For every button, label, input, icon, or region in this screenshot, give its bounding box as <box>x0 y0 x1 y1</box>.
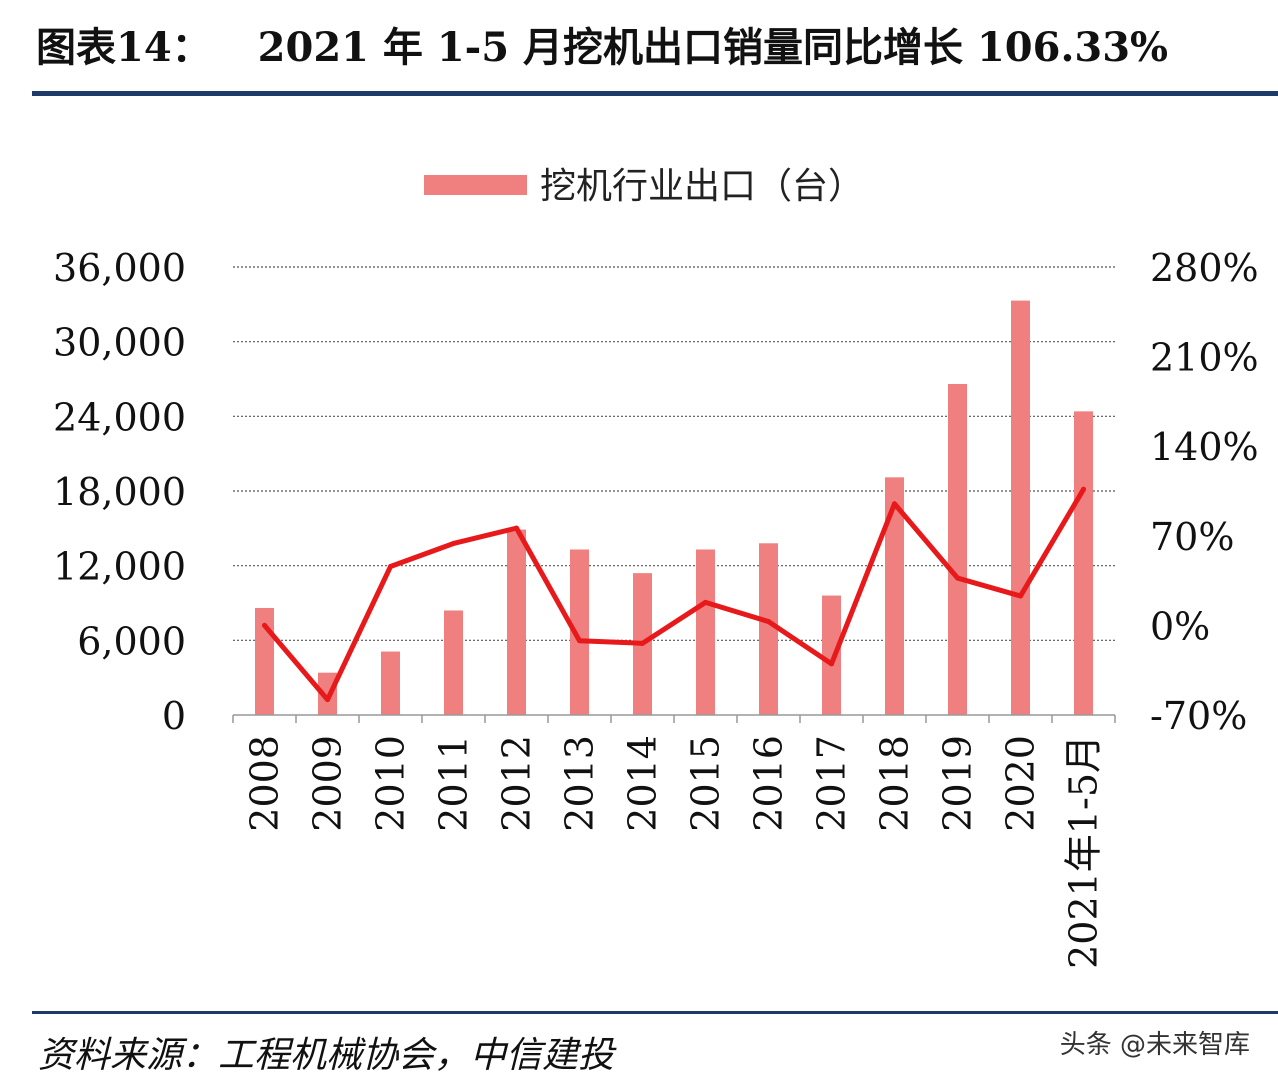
category-label: 2021年1-5月 <box>1062 735 1106 969</box>
line-point <box>451 540 456 546</box>
line-point <box>766 619 771 625</box>
legend: 挖机行业出口（台） <box>424 166 864 207</box>
category-label: 2019 <box>936 735 980 832</box>
figure-number: 图表14： <box>36 24 212 71</box>
category-label: 2015 <box>684 735 728 832</box>
bar <box>822 595 841 715</box>
right-tick-label: 70% <box>1150 515 1234 559</box>
line-point <box>1018 593 1023 599</box>
legend-label-bar: 挖机行业出口（台） <box>540 166 864 207</box>
bar <box>1074 411 1093 715</box>
bar <box>948 383 967 715</box>
bars <box>255 300 1093 715</box>
category-label: 2010 <box>369 735 413 832</box>
gridlines <box>233 266 1115 641</box>
source-rule <box>32 1011 1278 1014</box>
right-tick-label: 0% <box>1150 604 1210 648</box>
left-tick-label: 36,000 <box>53 246 186 290</box>
bar <box>444 610 463 715</box>
category-label: 2011 <box>432 735 476 832</box>
source-note: 资料来源：工程机械协会，中信建投 <box>38 1035 615 1076</box>
left-tick-label: 24,000 <box>53 395 186 439</box>
left-tick-label: 0 <box>162 694 186 738</box>
bar <box>570 549 589 715</box>
line-point <box>640 640 645 646</box>
left-tick-label: 12,000 <box>53 545 186 589</box>
category-label: 2009 <box>306 735 350 832</box>
line-point <box>829 661 834 667</box>
growth-line <box>262 486 1086 703</box>
right-tick-label: 140% <box>1150 425 1259 469</box>
category-label: 2017 <box>810 735 854 832</box>
left-tick-label: 6,000 <box>77 619 186 663</box>
bar <box>696 549 715 715</box>
title-rule <box>32 91 1278 96</box>
category-label: 2016 <box>747 735 791 832</box>
bar <box>759 543 778 715</box>
bar <box>381 651 400 715</box>
right-tick-label: -70% <box>1150 694 1247 738</box>
line-point <box>955 575 960 581</box>
x-axis <box>232 714 1116 723</box>
figure-title-text: 2021 年 1-5 月挖机出口销量同比增长 106.33% <box>257 24 1169 71</box>
legend-swatch-bar <box>424 175 527 195</box>
bar <box>1011 300 1030 715</box>
line-point <box>262 622 267 628</box>
growth-line-path <box>262 486 1086 703</box>
line-point <box>514 525 519 531</box>
bar <box>885 477 904 715</box>
watermark: 头条 @未来智库 <box>1059 1030 1250 1060</box>
line-point <box>388 564 393 570</box>
line-point <box>1081 486 1086 492</box>
tick-labels: 0 6,000 12,000 18,000 24,000 30,000 36,000 -70%… <box>53 246 1259 969</box>
line-point <box>325 697 330 703</box>
category-label: 2020 <box>999 735 1043 832</box>
category-label: 2013 <box>558 735 602 832</box>
line-point <box>892 501 897 507</box>
line-point <box>703 599 708 605</box>
line-point <box>577 638 582 644</box>
category-label: 2008 <box>243 735 287 832</box>
figure-title: 图表14： 2021 年 1-5 月挖机出口销量同比增长 106.33% <box>36 22 1256 74</box>
left-tick-label: 30,000 <box>53 321 186 365</box>
category-label: 2012 <box>495 735 539 832</box>
category-label: 2018 <box>873 735 917 832</box>
bar <box>507 529 526 715</box>
right-tick-label: 210% <box>1150 336 1259 380</box>
right-tick-label: 280% <box>1150 246 1259 290</box>
left-tick-label: 18,000 <box>53 470 186 514</box>
category-label: 2014 <box>621 735 665 832</box>
